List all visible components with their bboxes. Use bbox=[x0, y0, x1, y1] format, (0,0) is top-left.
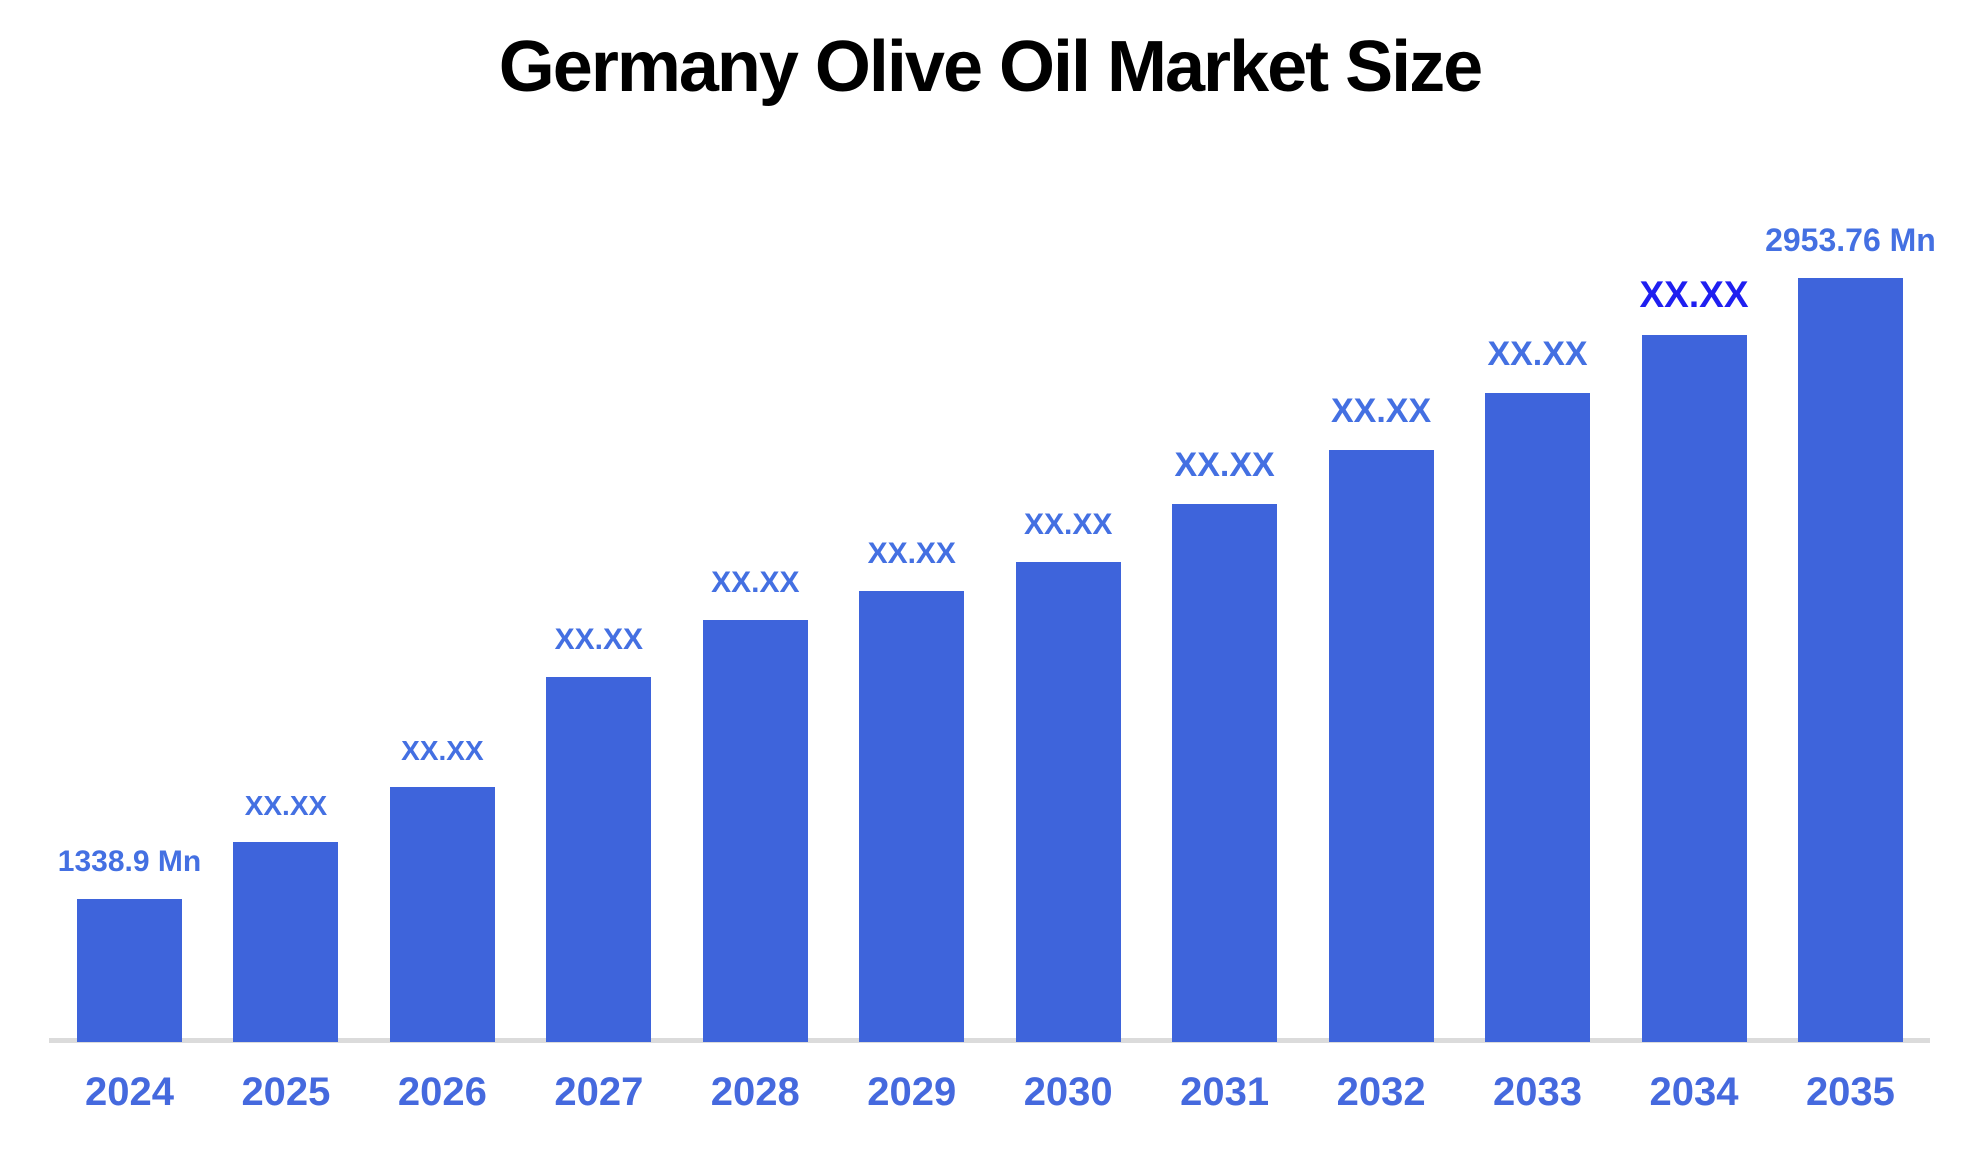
bar bbox=[546, 677, 652, 1042]
x-axis-label: 2031 bbox=[1180, 1070, 1270, 1114]
bar-value-label: XX.XX bbox=[401, 735, 484, 766]
bar bbox=[1641, 335, 1747, 1042]
chart-title: Germany Olive Oil Market Size bbox=[498, 27, 1483, 107]
x-axis-label: 2024 bbox=[85, 1070, 174, 1114]
bar bbox=[702, 620, 808, 1042]
bar bbox=[77, 899, 182, 1042]
bar-column: XX.XX bbox=[1147, 448, 1303, 1042]
bar bbox=[1485, 393, 1591, 1042]
x-axis-label: 2035 bbox=[1805, 1070, 1895, 1114]
bar-value-label: 2953.76 Mn bbox=[1765, 222, 1936, 258]
x-axis-label: 2027 bbox=[554, 1070, 644, 1114]
x-axis-label: 2028 bbox=[710, 1070, 800, 1114]
bar-value-label: XX.XX bbox=[867, 537, 956, 570]
bar-value-label: XX.XX bbox=[244, 790, 328, 821]
bar-value-label: XX.XX bbox=[554, 623, 644, 656]
x-axis-label: 2033 bbox=[1493, 1070, 1583, 1114]
bar-column: XX.XX bbox=[1303, 394, 1459, 1042]
bar-value-label: XX.XX bbox=[711, 566, 800, 599]
x-axis-label: 2029 bbox=[867, 1070, 957, 1114]
bar bbox=[1015, 562, 1121, 1042]
x-axis-label: 2034 bbox=[1649, 1070, 1739, 1114]
bar-value-label: XX.XX bbox=[1487, 335, 1588, 373]
bar-value-label: 1338.9 Mn bbox=[57, 845, 202, 878]
bar bbox=[1172, 504, 1278, 1042]
bar-column: XX.XX bbox=[364, 737, 520, 1042]
bar-column: 1338.9 Mn bbox=[52, 847, 208, 1042]
bar-column: XX.XX bbox=[990, 510, 1146, 1042]
bar bbox=[1797, 278, 1903, 1042]
x-axis-label: 2025 bbox=[241, 1070, 331, 1114]
bar-column: XX.XX bbox=[677, 568, 833, 1042]
bar-column: 2953.76 Mn bbox=[1765, 224, 1936, 1042]
x-axis-label: 2030 bbox=[1023, 1070, 1113, 1114]
bar-value-label: XX.XX bbox=[1331, 392, 1432, 430]
bar-column: XX.XX bbox=[521, 625, 677, 1042]
bar bbox=[1328, 450, 1434, 1042]
x-axis-label: 2032 bbox=[1336, 1070, 1426, 1114]
x-axis-line bbox=[49, 1038, 1930, 1043]
bar-column: XX.XX bbox=[1616, 276, 1772, 1042]
bar bbox=[389, 787, 495, 1042]
bar bbox=[233, 842, 339, 1042]
bar-column: XX.XX bbox=[834, 539, 990, 1042]
bar-column: XX.XX bbox=[208, 792, 364, 1042]
x-axis-label: 2026 bbox=[397, 1070, 487, 1114]
bar-value-label: XX.XX bbox=[1174, 446, 1275, 484]
bar-value-label: XX.XX bbox=[1639, 274, 1749, 315]
bar-value-label: XX.XX bbox=[1024, 508, 1113, 541]
bar-column: XX.XX bbox=[1460, 337, 1616, 1042]
bar bbox=[859, 591, 965, 1042]
